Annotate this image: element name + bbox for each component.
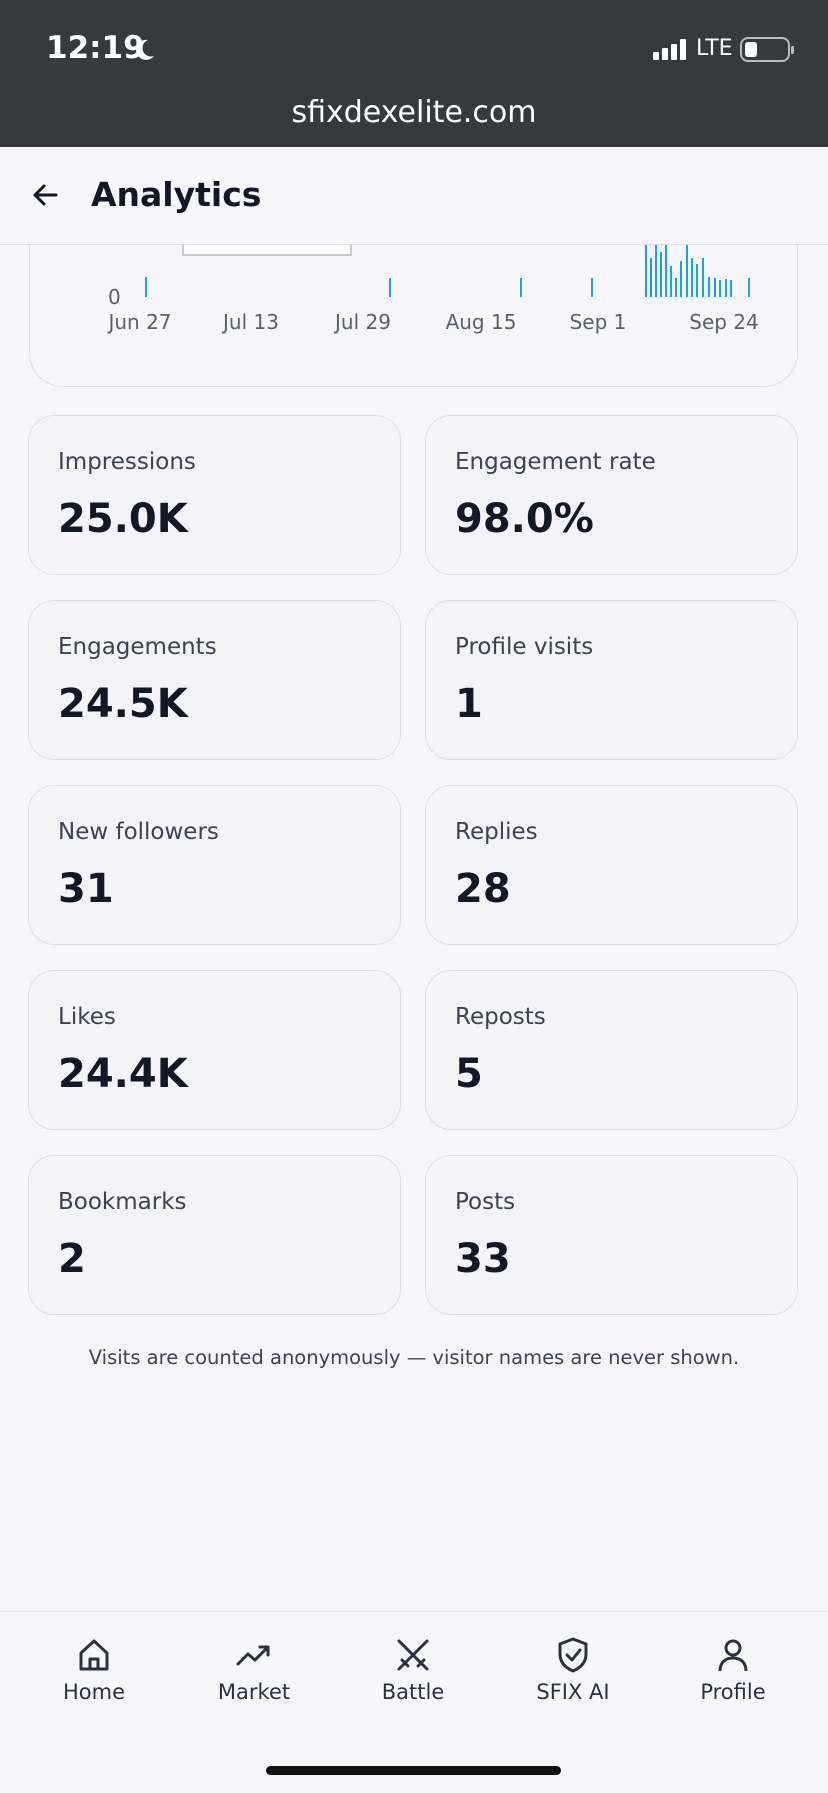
signal-icon (653, 39, 686, 60)
x-axis-label: Sep 1 (569, 310, 627, 334)
stat-card: Replies 28 (425, 785, 798, 945)
stat-value: 1 (455, 681, 483, 727)
nav-item[interactable]: Profile (663, 1636, 803, 1704)
stat-value: 33 (455, 1236, 511, 1282)
stat-value: 98.0% (455, 496, 594, 542)
bottom-nav: Home Market Battle SFIX AI Profile (0, 1611, 828, 1793)
x-axis-label: Jun 27 (108, 310, 172, 334)
nav-label: SFIX AI (536, 1680, 610, 1704)
url: sfixdexelite.com (291, 95, 537, 130)
status-bar: 12:19 LTE sfixdexelite.com (0, 0, 828, 147)
stat-label: Replies (455, 819, 538, 845)
nav-icon (397, 1639, 429, 1671)
stat-card: New followers 31 (28, 785, 401, 945)
stat-card: Posts 33 (425, 1155, 798, 1315)
nav-label: Home (62, 1680, 125, 1704)
stat-value: 2 (58, 1236, 86, 1282)
nav-item[interactable]: SFIX AI (503, 1636, 643, 1704)
nav-icon (718, 1639, 748, 1672)
stat-label: New followers (58, 819, 219, 845)
stat-label: Reposts (455, 1004, 546, 1030)
battery-icon (740, 37, 794, 62)
moon-icon (136, 39, 154, 60)
stat-card: Engagements 24.5K (28, 600, 401, 760)
chart-plot (145, 244, 750, 297)
stat-card: Reposts 5 (425, 970, 798, 1130)
stat-label: Profile visits (455, 634, 594, 660)
stat-value: 25.0K (58, 496, 188, 542)
stat-card: Engagement rate 98.0% (425, 415, 798, 575)
x-axis-label: Aug 15 (445, 310, 517, 334)
stat-value: 28 (455, 866, 511, 912)
nav-icon (236, 1645, 270, 1666)
stat-label: Engagements (58, 634, 217, 660)
stat-label: Bookmarks (58, 1189, 187, 1215)
nav-label: Market (217, 1680, 291, 1704)
stat-label: Impressions (58, 449, 196, 475)
x-axis-label: Sep 24 (689, 310, 759, 334)
stat-card: Profile visits 1 (425, 600, 798, 760)
nav-item[interactable]: Battle (343, 1636, 483, 1704)
tooltip-box (182, 244, 352, 256)
stat-card: Impressions 25.0K (28, 415, 401, 575)
stat-label: Posts (455, 1189, 516, 1215)
nav-item[interactable]: Home (24, 1636, 164, 1704)
nav-icon (79, 1639, 109, 1671)
nav-icon (558, 1637, 588, 1673)
stat-label: Likes (58, 1004, 116, 1030)
network-type: LTE (696, 36, 733, 61)
x-axis-label: Jul 29 (335, 310, 391, 334)
nav-item[interactable]: Market (184, 1636, 324, 1704)
chart-bars (145, 244, 750, 297)
home-indicator (266, 1766, 561, 1775)
page-title: Analytics (91, 175, 262, 214)
back-button[interactable] (30, 179, 62, 211)
nav-label: Profile (700, 1680, 766, 1704)
clock: 12:19 (46, 30, 145, 66)
stat-value: 31 (58, 866, 114, 912)
stat-value: 24.5K (58, 681, 188, 727)
y-axis-label: 0 (108, 285, 121, 309)
stat-card: Bookmarks 2 (28, 1155, 401, 1315)
stat-value: 5 (455, 1051, 483, 1097)
nav-label: Battle (381, 1680, 445, 1704)
x-axis-label: Jul 13 (223, 310, 279, 334)
stat-label: Engagement rate (455, 449, 656, 475)
stat-value: 24.4K (58, 1051, 188, 1097)
stat-card: Likes 24.4K (28, 970, 401, 1130)
header: Analytics (0, 147, 828, 245)
privacy-note: Visits are counted anonymously — visitor… (88, 1346, 740, 1369)
